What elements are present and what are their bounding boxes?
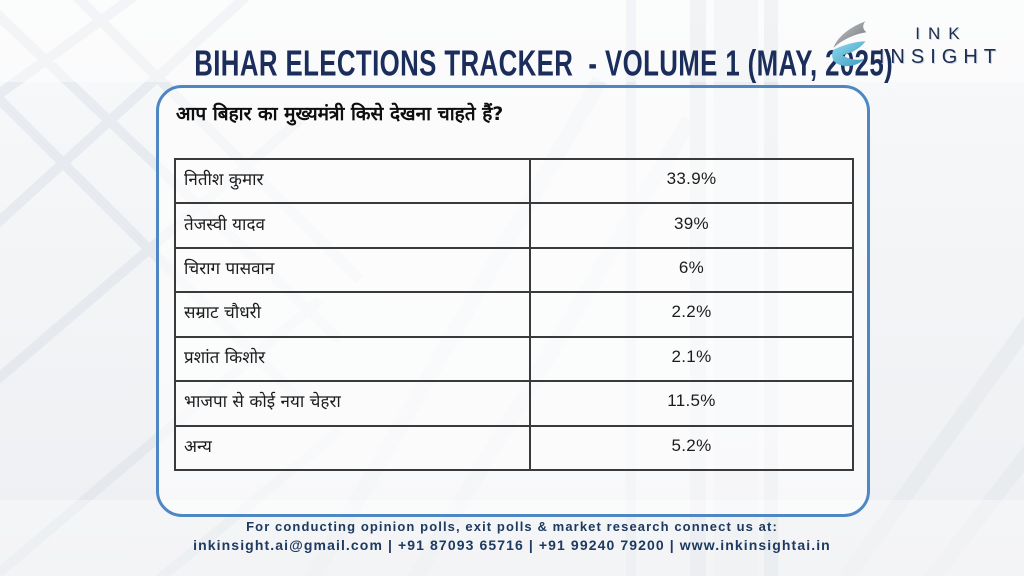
poll-question: आप बिहार का मुख्यमंत्री किसे देखना चाहते…	[176, 103, 504, 125]
table-row: प्रशांत किशोर 2.1%	[173, 335, 854, 383]
candidate-name: सम्राट चौधरी	[173, 291, 532, 338]
logo-line-ink: INK	[915, 23, 968, 43]
candidate-name: चिराग पासवान	[173, 246, 532, 294]
table-row: अन्य 5.2%	[173, 424, 854, 472]
page-title: BIHAR ELECTIONS TRACKER - VOLUME 1 (MAY,…	[194, 43, 894, 84]
candidate-percentage: 2.2%	[529, 291, 854, 338]
footer-contact-details: inkinsight.ai@gmail.com | +91 87093 6571…	[193, 537, 831, 553]
candidate-percentage: 6%	[529, 246, 854, 294]
logo-line-insight: INSIGHT	[878, 45, 1002, 68]
brand-logo-text: INK INSIGHT	[879, 24, 996, 69]
candidate-name: भाजपा से कोई नया चेहरा	[173, 380, 532, 427]
candidate-name: अन्य	[173, 424, 532, 472]
table-row: चिराग पासवान 6%	[173, 246, 854, 294]
candidate-percentage: 11.5%	[529, 380, 854, 427]
candidate-percentage: 5.2%	[529, 424, 854, 472]
candidate-percentage: 2.1%	[529, 335, 854, 383]
footer-contact-line: For conducting opinion polls, exit polls…	[246, 519, 778, 534]
footer: For conducting opinion polls, exit polls…	[0, 519, 1024, 553]
brand-logo: INK INSIGHT	[827, 18, 996, 74]
candidate-name: तेजस्वी यादव	[173, 202, 532, 249]
candidate-name: प्रशांत किशोर	[173, 335, 532, 383]
candidate-name: नितीश कुमार	[173, 157, 532, 205]
poll-card: आप बिहार का मुख्यमंत्री किसे देखना चाहते…	[156, 85, 870, 517]
ink-insight-swoosh-icon	[832, 21, 867, 67]
table-row: नितीश कुमार 33.9%	[173, 157, 854, 205]
table-row: भाजपा से कोई नया चेहरा 11.5%	[173, 380, 854, 427]
poll-results-table: नितीश कुमार 33.9% तेजस्वी यादव 39% चिराग पास…	[173, 157, 854, 472]
poll-results-table-body: नितीश कुमार 33.9% तेजस्वी यादव 39% चिराग पास…	[173, 157, 854, 472]
table-row: तेजस्वी यादव 39%	[173, 202, 854, 249]
candidate-percentage: 39%	[529, 202, 854, 249]
table-row: सम्राट चौधरी 2.2%	[173, 291, 854, 338]
candidate-percentage: 33.9%	[529, 157, 854, 205]
